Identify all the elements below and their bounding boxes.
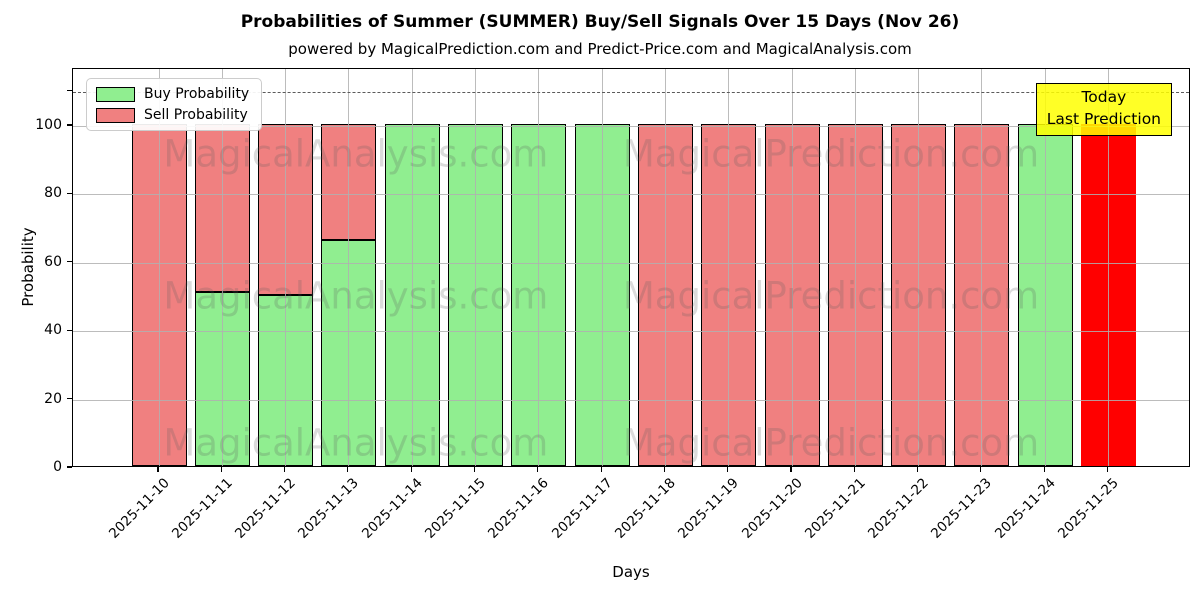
y-tick-unlabeled	[67, 90, 72, 92]
v-gridline	[538, 69, 540, 466]
v-gridline	[918, 69, 920, 466]
v-gridline	[601, 69, 603, 466]
x-tick	[537, 467, 539, 472]
legend-label-sell: Sell Probability	[144, 107, 248, 123]
watermark-layer: MagicalAnalysis.com MagicalPrediction.com…	[73, 69, 1189, 466]
sell-swatch-icon	[96, 107, 135, 123]
grid-layer	[73, 69, 1189, 466]
x-tick	[790, 467, 792, 472]
legend-item-sell: Sell Probability	[96, 107, 249, 123]
v-gridline	[791, 69, 793, 466]
x-tick	[917, 467, 919, 472]
x-tick	[157, 467, 159, 472]
y-tick	[67, 466, 72, 468]
plot-area: MagicalAnalysis.com MagicalPrediction.com…	[72, 68, 1190, 467]
x-tick	[347, 467, 349, 472]
legend-item-buy: Buy Probability	[96, 86, 249, 102]
v-gridline	[285, 69, 287, 466]
v-gridline	[981, 69, 983, 466]
v-gridline	[728, 69, 730, 466]
x-tick	[853, 467, 855, 472]
y-tick-label: 0	[53, 459, 62, 475]
x-tick	[410, 467, 412, 472]
x-tick	[473, 467, 476, 472]
x-tick	[220, 467, 222, 472]
today-annotation-line2: Last Prediction	[1046, 109, 1161, 128]
v-gridline	[411, 69, 413, 466]
h-gridline	[73, 331, 1189, 333]
h-gridline	[73, 262, 1189, 264]
v-gridline	[1044, 69, 1046, 466]
x-tick	[980, 467, 982, 472]
y-tick-label: 80	[44, 185, 62, 202]
y-tick-label: 60	[44, 253, 62, 270]
legend-label-buy: Buy Probability	[144, 86, 250, 102]
x-tick	[1106, 467, 1109, 472]
watermark-text: MagicalAnalysis.com	[163, 421, 549, 465]
watermark-text: MagicalAnalysis.com	[163, 274, 549, 318]
v-gridline	[854, 69, 856, 466]
h-gridline	[73, 399, 1189, 401]
y-tick	[67, 329, 72, 331]
y-tick	[67, 398, 72, 400]
x-tick	[727, 467, 729, 472]
x-axis-label: Days	[612, 563, 650, 581]
x-tick	[284, 467, 286, 472]
v-gridline	[348, 69, 350, 466]
chart-title: Probabilities of Summer (SUMMER) Buy/Sel…	[240, 12, 960, 32]
y-tick-label: 40	[44, 322, 62, 339]
v-gridline	[221, 69, 223, 466]
chart-subtitle: powered by MagicalPrediction.com and Pre…	[288, 40, 912, 58]
y-tick-label: 20	[44, 390, 62, 407]
v-gridline	[664, 69, 666, 466]
y-tick	[67, 124, 72, 126]
x-tick	[663, 467, 665, 472]
watermark-text: MagicalPrediction.com	[622, 132, 1040, 176]
watermark-text: MagicalPrediction.com	[622, 274, 1040, 318]
legend: Buy Probability Sell Probability	[86, 78, 263, 131]
x-tick	[1043, 467, 1045, 472]
buy-swatch-icon	[96, 86, 135, 102]
v-gridline	[158, 69, 160, 466]
today-annotation-line1: Today	[1081, 88, 1127, 106]
v-gridline	[475, 69, 476, 466]
x-tick	[600, 467, 602, 472]
watermark-text: MagicalPrediction.com	[622, 421, 1040, 465]
v-gridline	[1108, 69, 1109, 466]
y-tick	[67, 192, 72, 195]
y-tick-label: 100	[35, 117, 62, 134]
y-tick	[67, 261, 72, 263]
today-annotation: Today Last Prediction	[1035, 83, 1172, 137]
h-gridline	[73, 126, 1189, 128]
h-gridline	[73, 194, 1189, 196]
watermark-text: MagicalAnalysis.com	[163, 132, 549, 176]
dashed-threshold-line	[73, 91, 1189, 93]
